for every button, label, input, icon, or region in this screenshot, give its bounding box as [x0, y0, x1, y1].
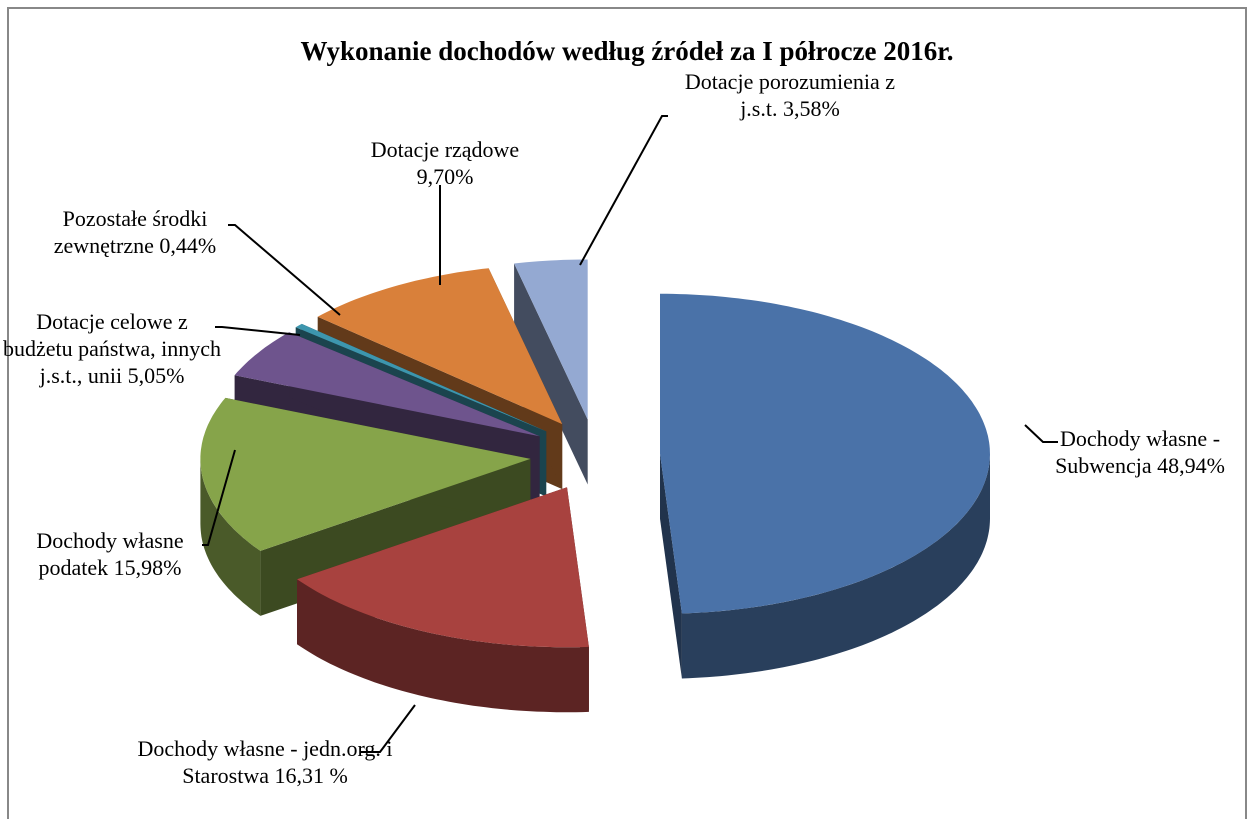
value-label: 48,94% [1157, 453, 1225, 478]
slice-label: Dotacje porozumienia z j.s.t. 3,58% [670, 68, 910, 122]
leader-line [579, 115, 668, 266]
slice-label: Pozostałe środki zewnętrzne 0,44% [35, 205, 235, 259]
leader-line [228, 224, 341, 316]
value-label: 0,44% [159, 233, 217, 258]
category-name: Dotacje celowe z budżetu państwa, innych… [2, 309, 222, 388]
slice-label: Dochody własne - Subwencja 48,94% [1045, 425, 1235, 479]
value-label: 15,98% [113, 555, 182, 580]
slice-top [297, 487, 589, 648]
slice [660, 293, 990, 679]
slice-top [295, 323, 547, 432]
leader-line [202, 449, 236, 546]
slice-side [514, 263, 588, 485]
category-name: Dotacje rządowe [370, 137, 520, 162]
chart-title: Wykonanie dochodów według źródeł za I pó… [300, 36, 954, 66]
slice-label: Dotacje rządowe 9,70% [365, 136, 525, 190]
leader-line [1024, 424, 1058, 443]
category-name: Dochody własne podatek [36, 528, 184, 580]
value-label: 16,31 % [274, 763, 348, 788]
value-label: 9,70% [416, 164, 474, 189]
slice-top [514, 259, 588, 420]
frame [7, 7, 1247, 819]
value-label: 5,05% [127, 363, 185, 388]
leader-line [215, 326, 301, 336]
slice [297, 487, 589, 713]
slice-top [660, 293, 990, 614]
slice-top [317, 268, 563, 425]
slice [514, 259, 588, 485]
slice-label: Dochody własne podatek 15,98% [10, 527, 210, 581]
category-name: Dochody własne - Subwencja [1055, 426, 1221, 478]
slice-label: Dochody własne - jedn.org. i Starostwa 1… [135, 735, 395, 789]
value-label: 3,58% [782, 96, 840, 121]
slice-wall [297, 579, 589, 713]
category-name: Dochody własne - jedn.org. i Starostwa [137, 736, 393, 788]
slice-top [200, 397, 531, 551]
category-name: Pozostałe środki zewnętrzne [53, 206, 208, 258]
slice-label: Dotacje celowe z budżetu państwa, innych… [2, 308, 222, 389]
slice-wall [200, 458, 261, 616]
category-name: Dotacje porozumienia z j.s.t. [684, 69, 896, 121]
slice-side [660, 453, 682, 679]
leader-line [360, 704, 416, 753]
slice-top [234, 332, 540, 437]
slice-wall [681, 453, 990, 679]
